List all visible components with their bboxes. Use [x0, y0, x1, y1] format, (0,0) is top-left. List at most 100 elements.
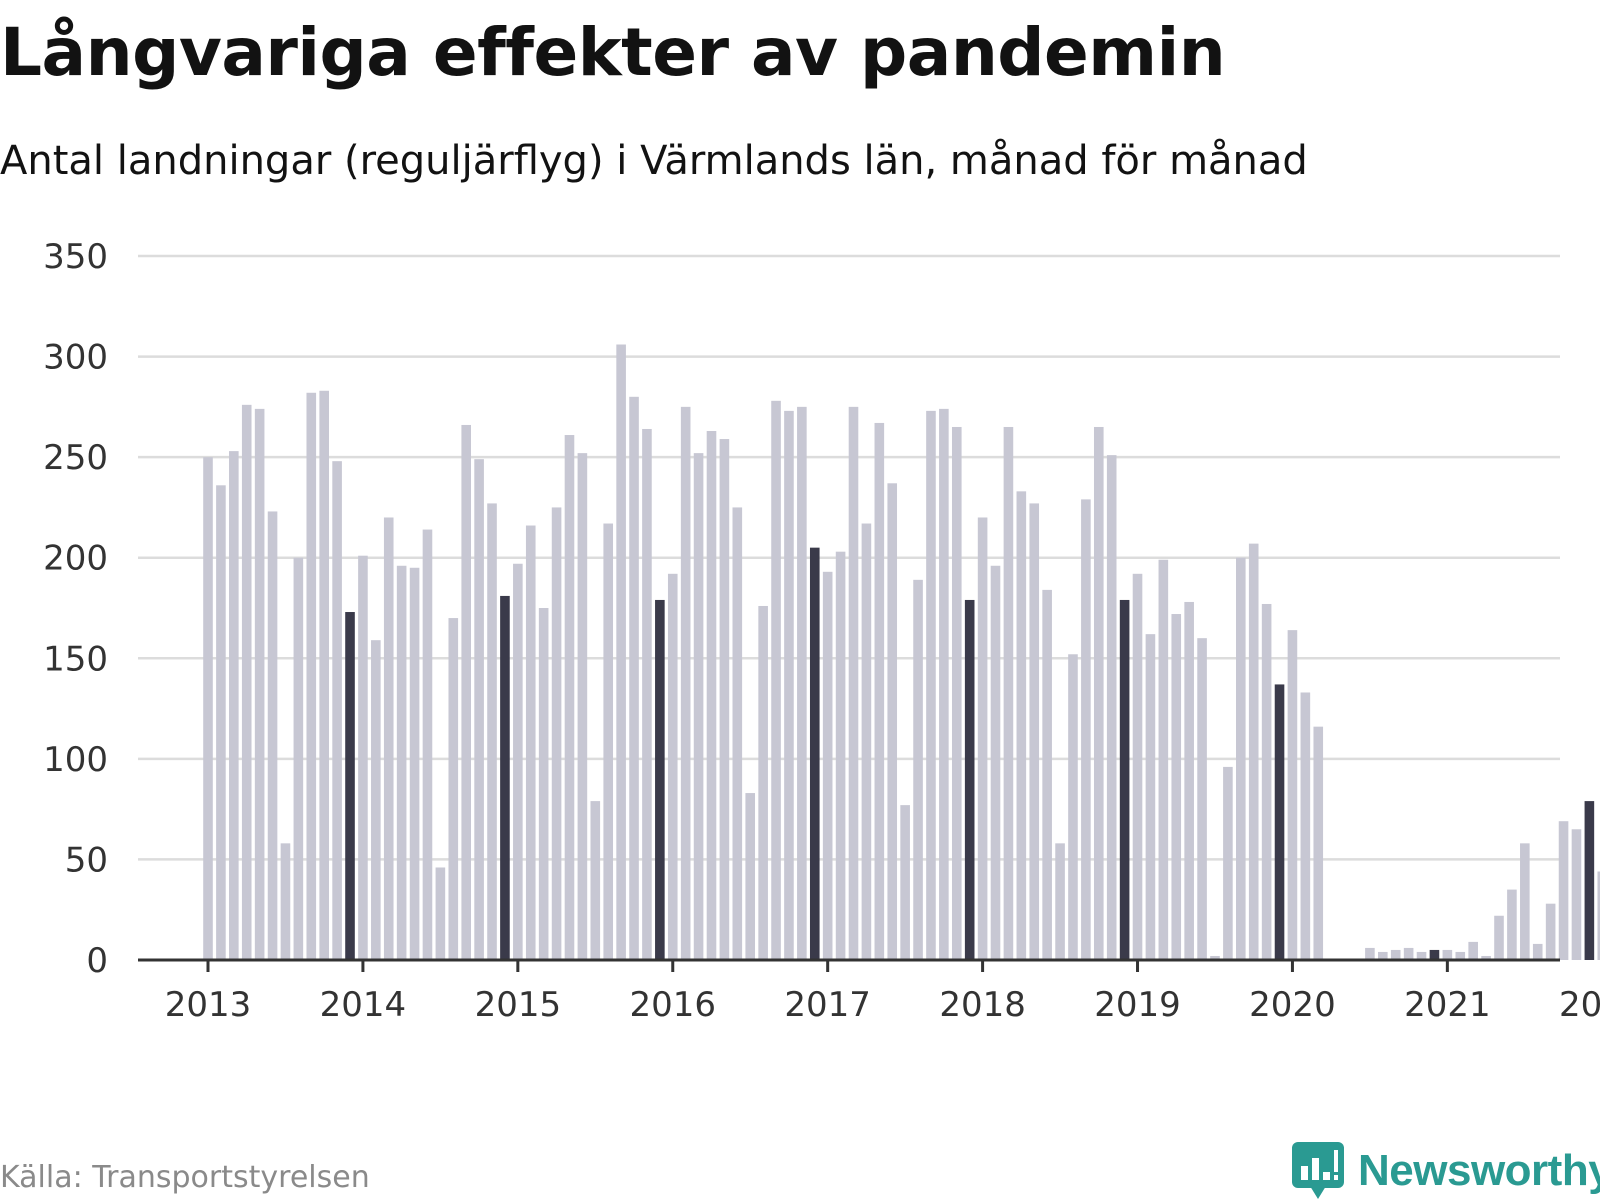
bar — [1132, 573, 1143, 960]
bar — [1365, 947, 1375, 960]
bar — [1042, 589, 1052, 960]
bar — [1571, 829, 1582, 960]
bar — [216, 485, 226, 960]
bar — [1468, 941, 1478, 960]
x-tick-label: 2022 — [1559, 985, 1600, 1025]
y-tick-label: 0 — [86, 941, 108, 981]
bar — [1532, 943, 1543, 960]
x-tick-label: 2020 — [1249, 985, 1336, 1025]
bar — [371, 640, 381, 960]
bar — [1248, 543, 1259, 960]
bar — [939, 408, 949, 960]
bar — [1520, 843, 1530, 960]
bar — [1197, 638, 1207, 960]
bar — [1029, 503, 1040, 960]
bar — [1442, 949, 1453, 960]
bar — [745, 793, 756, 960]
bar — [1068, 654, 1078, 960]
x-tick-label: 2015 — [475, 985, 562, 1025]
bar — [435, 867, 446, 960]
bar — [900, 805, 910, 960]
y-axis-labels: 0 50 100 150 200 250 300 350 — [43, 237, 108, 981]
x-tick-label: 2016 — [629, 985, 716, 1025]
bar — [706, 430, 717, 961]
bar — [1378, 951, 1388, 960]
bar — [913, 579, 923, 960]
bar — [616, 344, 626, 960]
bar — [655, 599, 665, 960]
bar — [396, 565, 407, 960]
bar — [835, 551, 846, 960]
bar — [887, 483, 898, 960]
bar — [848, 406, 859, 960]
bar — [306, 392, 317, 960]
bar — [1558, 821, 1569, 960]
brand-logo[interactable]: Newsworthy — [1292, 1142, 1600, 1200]
bar — [1481, 955, 1491, 960]
y-tick-label: 300 — [43, 338, 108, 378]
bar — [538, 608, 549, 960]
bar — [797, 406, 807, 960]
bar — [1494, 915, 1504, 960]
y-tick-label: 100 — [43, 740, 108, 780]
bar — [667, 573, 678, 960]
bar — [822, 571, 833, 960]
bar — [525, 525, 536, 960]
chart-subtitle: Antal landningar (reguljärflyg) i Värmla… — [0, 138, 1308, 184]
bar — [383, 517, 394, 960]
bar — [358, 555, 368, 960]
bar — [1223, 766, 1233, 960]
newsworthy-logo-icon — [1292, 1142, 1344, 1199]
bar — [254, 408, 265, 960]
bar — [1300, 692, 1311, 960]
x-tick-label: 2019 — [1094, 985, 1181, 1025]
bar — [629, 396, 639, 960]
x-tick-label: 2018 — [939, 985, 1026, 1025]
bars — [203, 344, 1600, 961]
bar — [1507, 889, 1517, 960]
bar — [1158, 559, 1169, 960]
source-note: Källa: Transportstyrelsen — [0, 1160, 370, 1195]
y-tick-label: 200 — [43, 539, 108, 579]
bar — [474, 459, 484, 960]
bar — [513, 563, 523, 960]
bar — [1313, 726, 1324, 960]
bar — [551, 507, 562, 960]
bar — [500, 595, 510, 960]
bar — [1171, 614, 1182, 960]
bar — [1416, 951, 1427, 960]
bar — [1093, 426, 1104, 960]
bar — [409, 567, 420, 960]
bar — [319, 390, 329, 960]
bar — [1236, 557, 1246, 960]
x-tick-label: 2014 — [320, 985, 407, 1025]
bar — [990, 565, 1001, 960]
bar — [345, 612, 355, 960]
bar — [732, 507, 743, 960]
bar — [603, 523, 614, 960]
bar — [861, 523, 872, 960]
bar — [332, 461, 342, 960]
bar — [422, 529, 433, 960]
bar — [1455, 951, 1466, 960]
y-tick-label: 350 — [43, 237, 108, 277]
bar — [964, 599, 975, 960]
bar — [1210, 955, 1220, 960]
bar — [1403, 947, 1414, 960]
bar — [758, 605, 768, 960]
bar — [1390, 949, 1401, 960]
bar — [448, 618, 459, 960]
bar — [874, 422, 885, 960]
bar — [1119, 599, 1130, 960]
bar — [1287, 630, 1298, 960]
bar — [461, 424, 471, 960]
x-axis-labels: 2013 2014 2015 2016 2017 2018 2019 2020 2021 2022 — [165, 985, 1600, 1025]
bar — [1055, 843, 1065, 960]
x-tick-label: 2013 — [165, 985, 252, 1025]
brand-name: Newsworthy — [1358, 1146, 1600, 1195]
bar — [267, 511, 278, 960]
y-tick-label: 250 — [43, 438, 108, 478]
y-tick-label: 150 — [43, 639, 108, 679]
bar — [693, 453, 704, 960]
